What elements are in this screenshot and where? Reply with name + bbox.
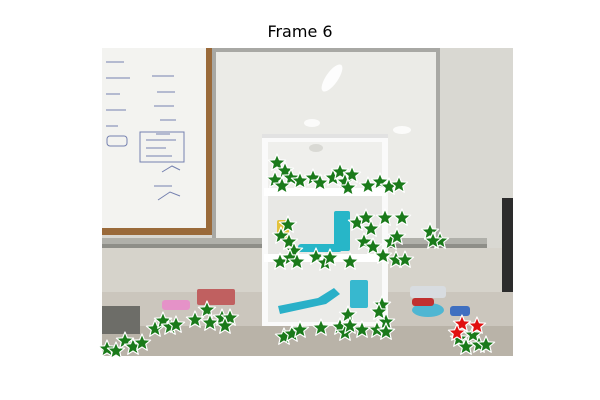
figure-title: Frame 6 [267,22,333,41]
scene-photo [102,48,513,356]
scene-photo-art [102,48,513,356]
